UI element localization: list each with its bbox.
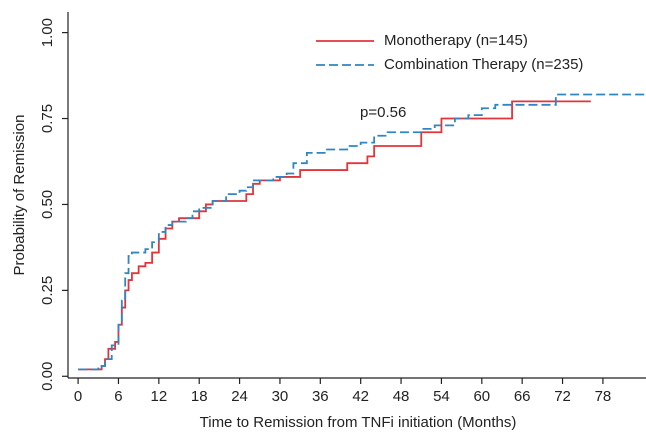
x-tick-label: 42 [352,388,369,405]
x-tick-label: 78 [595,388,612,405]
x-tick-label: 54 [433,388,450,405]
x-tick-label: 30 [272,388,289,405]
x-tick-label: 12 [150,388,167,405]
x-tick-label: 18 [191,388,208,405]
x-tick-label: 36 [312,388,329,405]
annotation: p=0.56 [360,104,406,121]
series-line [78,93,646,371]
x-tick-label: 0 [74,388,82,405]
y-tick-label: 1.00 [39,18,56,47]
y-tick-label: 0.50 [39,190,56,219]
legend-label: Monotherapy (n=145) [384,32,528,49]
x-tick-label: 72 [554,388,571,405]
series-line [78,100,591,371]
x-tick-label: 48 [393,388,410,405]
y-tick-label: 0.25 [39,276,56,305]
y-axis-title: Probability of Remission [11,115,28,276]
y-tick-label: 0.75 [39,104,56,133]
y-tick-label: 0.00 [39,362,56,391]
x-tick-label: 24 [231,388,248,405]
x-tick-label: 6 [114,388,122,405]
x-axis-title: Time to Remission from TNFi initiation (… [200,414,517,431]
x-tick-label: 66 [514,388,531,405]
x-tick-label: 60 [473,388,490,405]
legend-label: Combination Therapy (n=235) [384,56,583,73]
